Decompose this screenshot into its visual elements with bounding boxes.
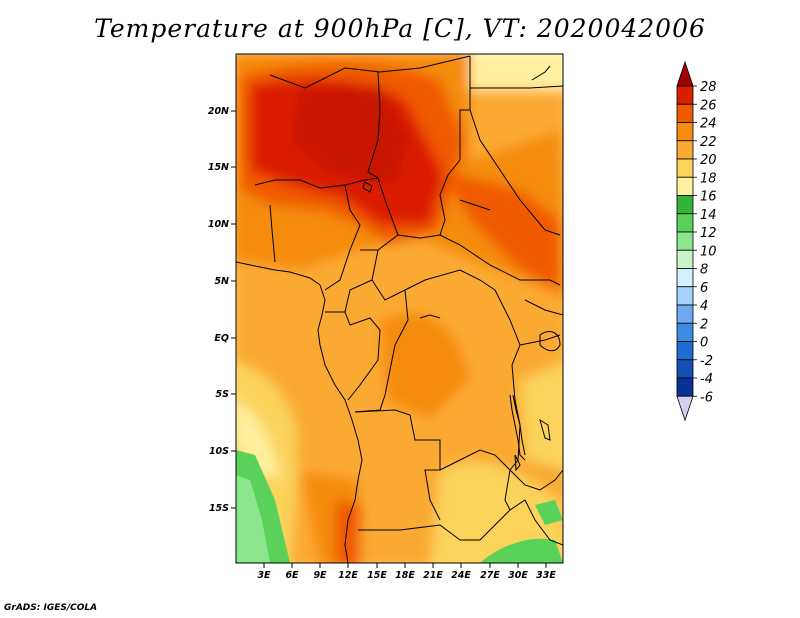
x-tick: 27E (480, 563, 500, 581)
svg-text:3E: 3E (257, 570, 271, 581)
x-tick: 12E (338, 563, 358, 581)
svg-text:9E: 9E (313, 570, 327, 581)
svg-text:20N: 20N (208, 106, 229, 117)
colorbar-label: 14 (700, 208, 717, 223)
y-tick: EQ (214, 333, 236, 344)
x-tick: 6E (285, 563, 299, 581)
y-tick: 15N (208, 162, 236, 173)
colorbar-bottom-arrow (676, 395, 694, 422)
colorbar-segment (676, 85, 694, 105)
x-tick: 30E (508, 563, 528, 581)
colorbar-label: 16 (700, 190, 717, 205)
colorbar-label: 12 (700, 226, 717, 241)
colorbar-segment (676, 140, 694, 160)
colorbar-segment (676, 122, 694, 142)
colorbar-segment (676, 268, 694, 288)
colorbar-label: -2 (700, 354, 713, 369)
y-tick: 15S (209, 503, 236, 514)
colorbar-label: 24 (700, 117, 717, 132)
y-tick: 5S (216, 389, 236, 400)
svg-text:12E: 12E (338, 570, 358, 581)
colorbar-segment (676, 322, 694, 342)
colorbar-segment (676, 377, 694, 397)
svg-text:24E: 24E (451, 570, 471, 581)
colorbar-segment (676, 158, 694, 178)
y-tick: 10N (208, 219, 236, 230)
colorbar-segment (676, 231, 694, 251)
colorbar-label: -4 (700, 372, 713, 387)
colorbar-segment (676, 286, 694, 306)
svg-text:10S: 10S (209, 446, 229, 457)
colorbar-label: 20 (700, 153, 717, 168)
svg-text:5S: 5S (216, 389, 230, 400)
cool-region-southeast (480, 538, 563, 563)
svg-text:5N: 5N (214, 276, 229, 287)
country-borders (236, 55, 563, 563)
svg-text:15N: 15N (208, 162, 229, 173)
svg-text:30E: 30E (508, 570, 528, 581)
colorbar-segment (676, 103, 694, 123)
x-tick: 9E (313, 563, 327, 581)
colorbar-label: 28 (700, 80, 717, 95)
colorbar-segment (676, 249, 694, 269)
x-axis: 3E 6E 9E 12E 15E 18E 21E 24E 27E 30E 33E (257, 563, 556, 581)
x-tick: 21E (423, 563, 443, 581)
colorbar-top-arrow (676, 60, 694, 87)
svg-text:15E: 15E (367, 570, 387, 581)
svg-text:10N: 10N (208, 219, 229, 230)
colorbar-segment (676, 176, 694, 196)
colorbar-segment (676, 304, 694, 324)
colorbar-label: 4 (700, 299, 708, 314)
colorbar-label: 0 (700, 336, 708, 351)
colorbar-label: 22 (700, 135, 717, 150)
chart-title: Temperature at 900hPa [C], VT: 202004200… (94, 14, 706, 43)
colorbar-label: -6 (700, 390, 713, 405)
colorbar-label: 26 (700, 98, 717, 113)
svg-text:21E: 21E (423, 570, 443, 581)
colorbar-label: 8 (700, 263, 708, 278)
credit-text: GrADS: IGES/COLA (4, 603, 98, 613)
colorbar-segment (676, 195, 694, 215)
y-tick: 10S (209, 446, 236, 457)
colorbar-label: 2 (700, 317, 708, 332)
x-tick: 15E (367, 563, 387, 581)
map-frame (235, 53, 564, 564)
svg-text:33E: 33E (536, 570, 556, 581)
colorbar-segment (676, 341, 694, 361)
y-tick: 5N (214, 276, 236, 287)
colorbar-label: 10 (700, 244, 717, 259)
svg-text:15S: 15S (209, 503, 229, 514)
svg-text:EQ: EQ (214, 333, 229, 344)
colorbar-segment (676, 359, 694, 379)
x-tick: 24E (451, 563, 471, 581)
colorbar-label: 6 (700, 281, 708, 296)
x-tick: 18E (395, 563, 415, 581)
svg-text:27E: 27E (480, 570, 500, 581)
y-tick: 20N (208, 106, 236, 117)
y-axis: 20N 15N 10N 5N EQ 5S 10S 15S (208, 106, 236, 514)
temperature-field (236, 54, 563, 563)
svg-text:18E: 18E (395, 570, 415, 581)
colorbar-label: 18 (700, 171, 717, 186)
x-tick: 3E (257, 563, 271, 581)
colorbar-segment (676, 213, 694, 233)
svg-text:6E: 6E (285, 570, 299, 581)
x-tick: 33E (536, 563, 556, 581)
